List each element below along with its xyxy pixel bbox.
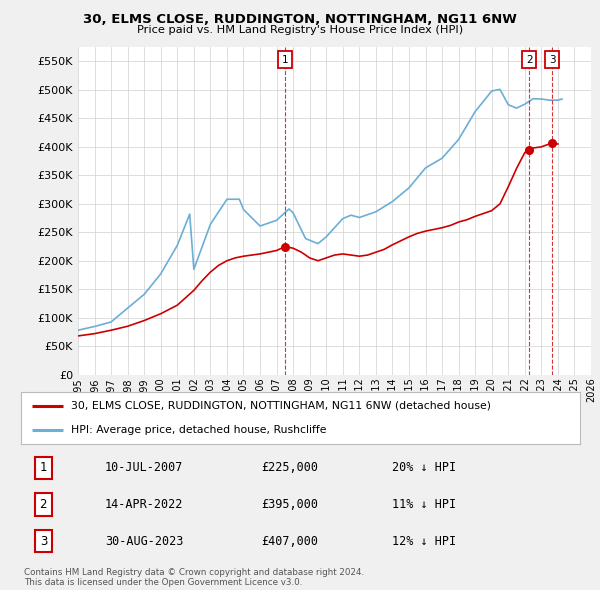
Text: 2: 2 [40, 498, 47, 511]
Text: 30-AUG-2023: 30-AUG-2023 [105, 535, 183, 548]
Text: 20% ↓ HPI: 20% ↓ HPI [392, 461, 455, 474]
Text: 30, ELMS CLOSE, RUDDINGTON, NOTTINGHAM, NG11 6NW: 30, ELMS CLOSE, RUDDINGTON, NOTTINGHAM, … [83, 13, 517, 26]
Text: Price paid vs. HM Land Registry's House Price Index (HPI): Price paid vs. HM Land Registry's House … [137, 25, 463, 35]
Text: 2: 2 [526, 55, 533, 65]
Text: 11% ↓ HPI: 11% ↓ HPI [392, 498, 455, 511]
Text: 1: 1 [40, 461, 47, 474]
Text: 14-APR-2022: 14-APR-2022 [105, 498, 183, 511]
Text: HPI: Average price, detached house, Rushcliffe: HPI: Average price, detached house, Rush… [71, 425, 327, 435]
Text: 12% ↓ HPI: 12% ↓ HPI [392, 535, 455, 548]
Text: 10-JUL-2007: 10-JUL-2007 [105, 461, 183, 474]
Text: 3: 3 [549, 55, 556, 65]
Text: 1: 1 [282, 55, 289, 65]
Text: £225,000: £225,000 [261, 461, 318, 474]
Text: This data is licensed under the Open Government Licence v3.0.: This data is licensed under the Open Gov… [24, 578, 302, 587]
Text: £407,000: £407,000 [261, 535, 318, 548]
Text: Contains HM Land Registry data © Crown copyright and database right 2024.: Contains HM Land Registry data © Crown c… [24, 568, 364, 577]
Text: 30, ELMS CLOSE, RUDDINGTON, NOTTINGHAM, NG11 6NW (detached house): 30, ELMS CLOSE, RUDDINGTON, NOTTINGHAM, … [71, 401, 491, 411]
Text: 3: 3 [40, 535, 47, 548]
Text: £395,000: £395,000 [261, 498, 318, 511]
